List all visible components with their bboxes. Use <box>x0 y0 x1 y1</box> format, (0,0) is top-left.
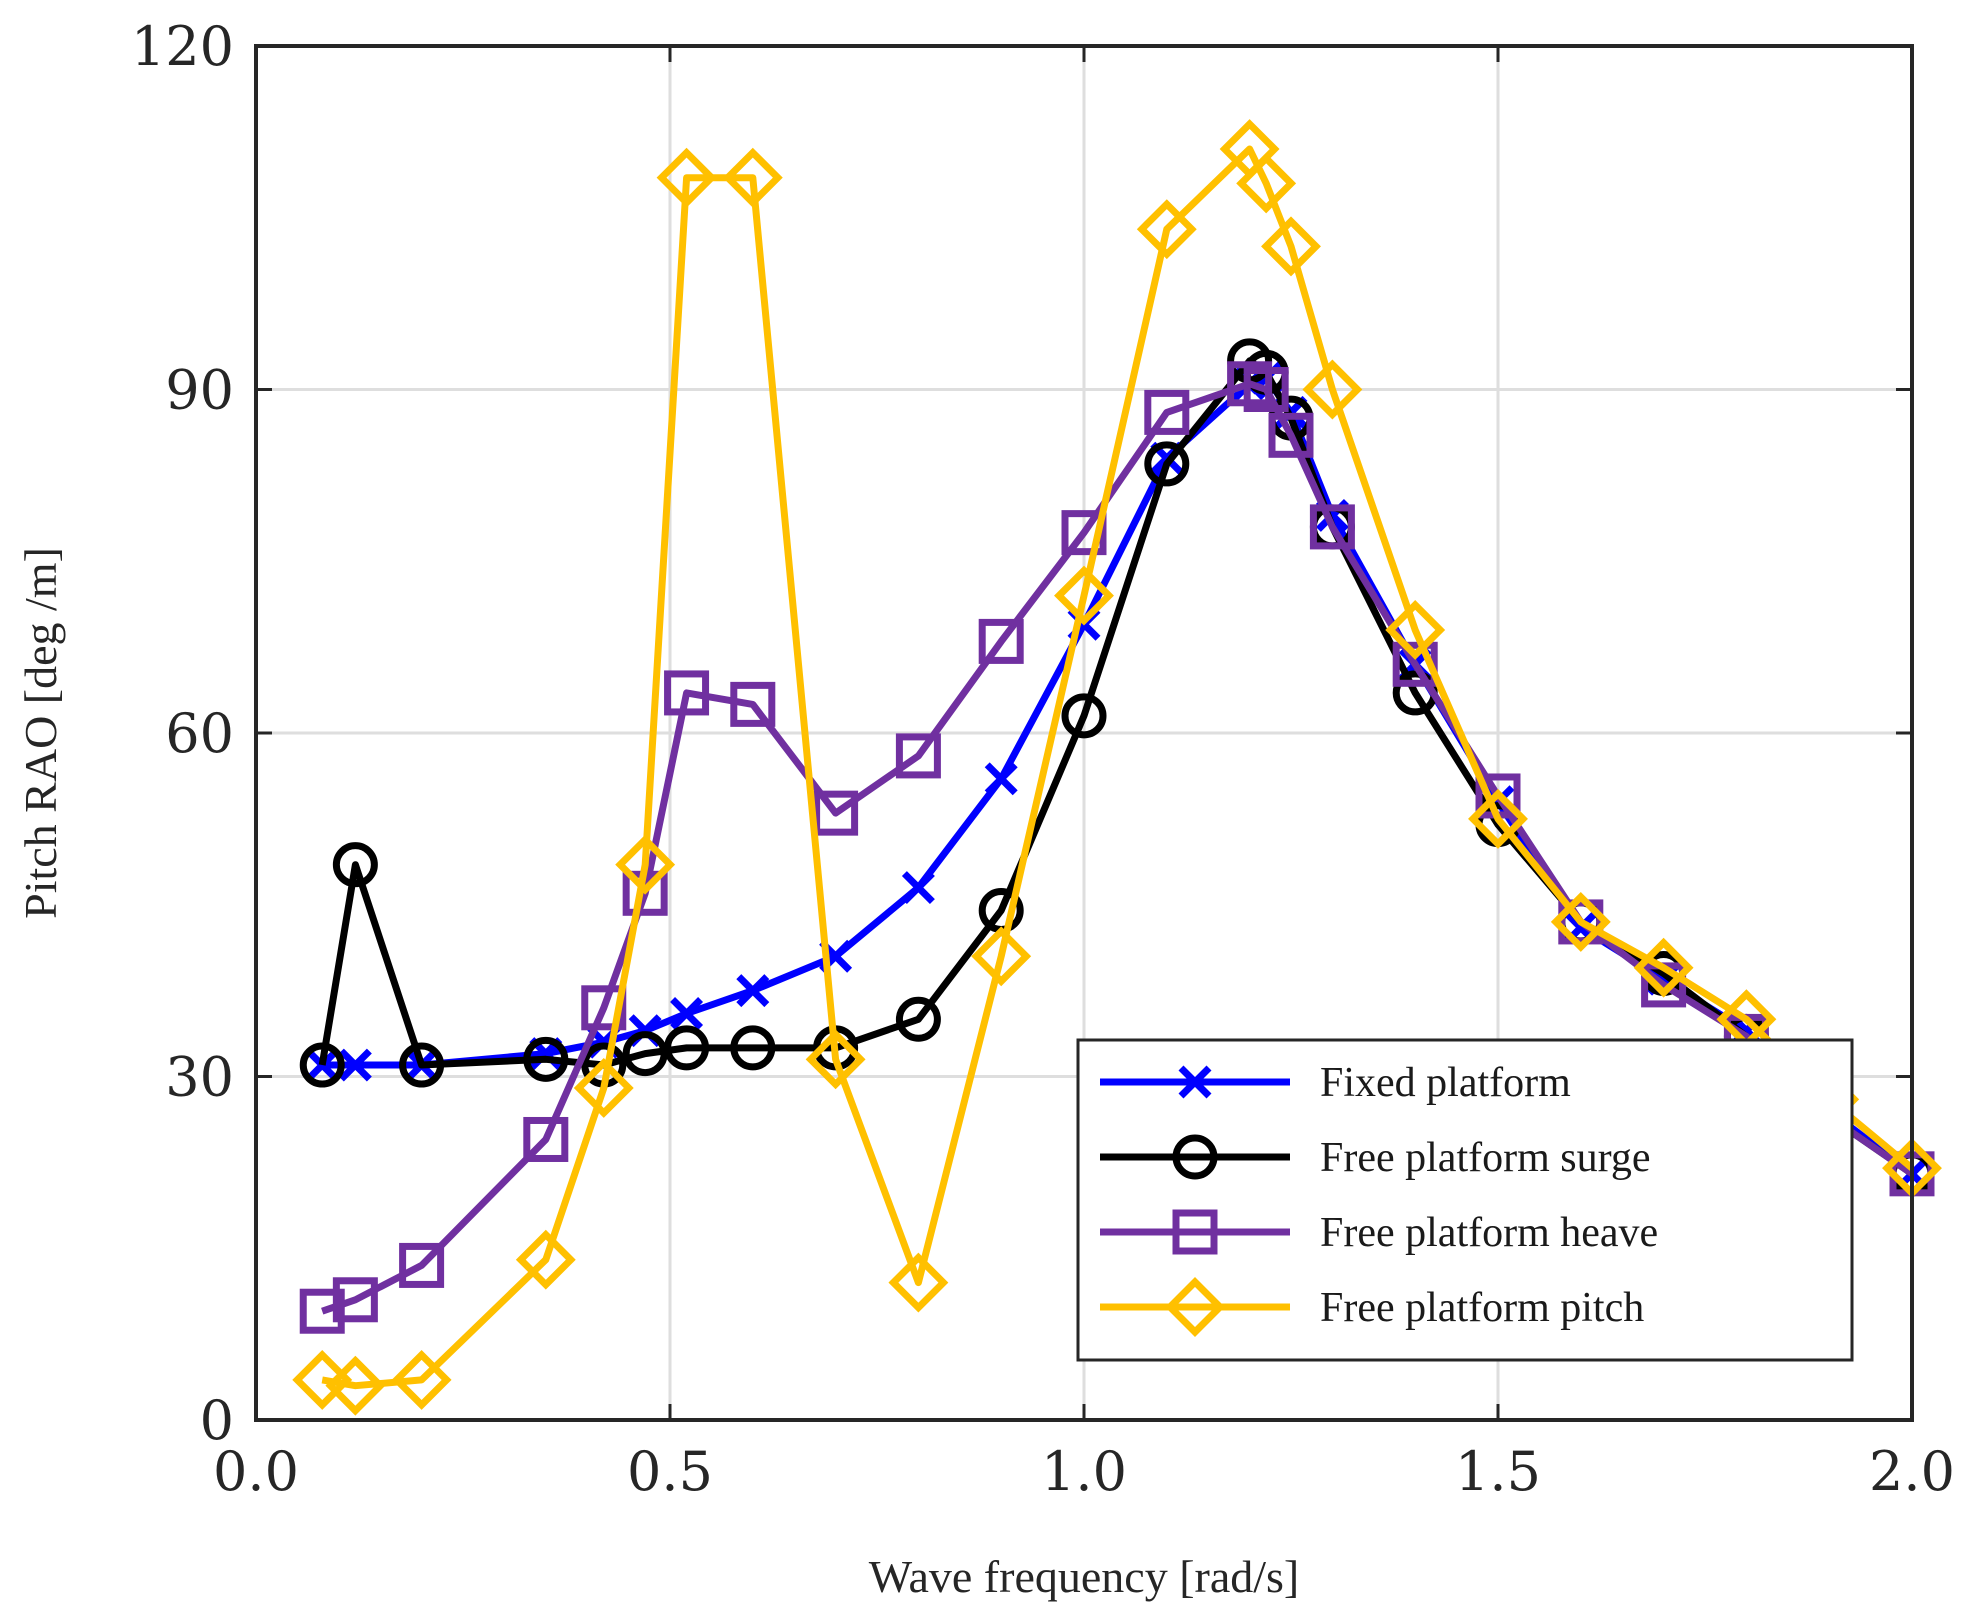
circle-marker <box>523 1036 569 1082</box>
diamond-marker <box>515 1229 576 1290</box>
square-marker <box>1309 504 1355 550</box>
square-marker <box>399 1242 445 1288</box>
square-marker <box>1243 367 1289 412</box>
y-tick-label: 0 <box>200 1389 234 1452</box>
x-marker <box>305 1048 339 1082</box>
diamond-marker <box>1385 600 1446 660</box>
x-marker <box>1178 1065 1212 1099</box>
x-tick-label: 2.0 <box>1869 1440 1955 1503</box>
diamond-marker <box>615 834 676 895</box>
diamond-marker <box>1236 153 1297 214</box>
tick-labels: 0.0 0.5 1.0 1.5 2.0 0 30 60 90 120 <box>131 15 1955 1503</box>
series-3 <box>292 119 1942 1416</box>
square-marker <box>978 618 1024 664</box>
circle-marker <box>299 1042 345 1088</box>
square-marker <box>299 1288 345 1334</box>
legend: Fixed platform Free platform surge Free pl… <box>1076 1038 1854 1362</box>
diamond-marker <box>1165 1277 1225 1337</box>
x-tick-label: 1.5 <box>1455 1440 1541 1503</box>
y-axis-label: Pitch RAO [deg /m] <box>15 547 66 919</box>
y-tick-label: 90 <box>165 359 234 422</box>
diamond-marker <box>656 147 717 208</box>
square-marker <box>813 790 859 836</box>
square-marker <box>1061 510 1107 556</box>
x-tick-label: 0.5 <box>627 1440 713 1503</box>
diamond-marker <box>325 1355 386 1416</box>
square-marker <box>895 733 941 779</box>
square-marker <box>1558 899 1604 945</box>
diamond-marker <box>971 926 1032 987</box>
y-tick-label: 60 <box>165 702 234 765</box>
x-tick-label: 1.0 <box>1041 1440 1127 1503</box>
y-tick-label: 30 <box>165 1046 234 1109</box>
square-marker <box>1392 641 1438 687</box>
x-marker <box>338 1048 372 1082</box>
legend-item: Free platform heave <box>1100 1209 1658 1256</box>
legend-label: Free platform surge <box>1320 1135 1650 1181</box>
x-axis-label: Wave frequency [rad/s] <box>869 1551 1300 1602</box>
series-layer <box>292 119 1942 1416</box>
square-marker <box>1268 412 1314 458</box>
circle-marker <box>399 1042 445 1088</box>
diamond-marker <box>1302 359 1363 420</box>
circle-marker <box>730 1025 776 1071</box>
diamond-marker <box>1550 891 1611 952</box>
y-tick-label: 120 <box>131 15 234 78</box>
square-marker <box>523 1116 569 1162</box>
diamond-marker <box>888 1252 949 1313</box>
diamond-marker <box>1468 788 1528 849</box>
diamond-marker <box>391 1349 452 1410</box>
circle-marker <box>622 1031 668 1077</box>
x-marker-stroke <box>305 1048 339 1082</box>
square-marker <box>1172 1209 1218 1255</box>
diamond-marker <box>573 1058 634 1118</box>
x-marker <box>736 974 770 1008</box>
axis-ticks <box>254 44 1914 1422</box>
legend-item: Free platform pitch <box>1100 1277 1644 1337</box>
x-marker <box>901 871 935 905</box>
diamond-marker <box>292 1349 353 1410</box>
x-marker-stroke <box>736 974 770 1008</box>
diamond-marker <box>805 1029 866 1090</box>
circle-marker <box>664 1025 710 1071</box>
square-marker <box>730 681 776 727</box>
x-marker-stroke <box>984 762 1018 796</box>
diamond-marker <box>1633 937 1694 998</box>
square-marker <box>581 985 627 1031</box>
diamond-marker <box>1136 199 1197 260</box>
legend-item: Fixed platform <box>1100 1060 1571 1106</box>
x-tick-label: 0.0 <box>213 1440 299 1503</box>
x-marker-stroke <box>901 871 935 905</box>
x-marker-stroke <box>1178 1065 1212 1099</box>
circle-marker <box>1144 441 1190 487</box>
square-marker <box>1144 389 1190 435</box>
circle-marker <box>1061 693 1107 739</box>
diamond-marker <box>1261 216 1321 277</box>
legend-label: Fixed platform <box>1320 1060 1571 1106</box>
legend-label: Free platform pitch <box>1320 1285 1644 1331</box>
diamond-marker <box>722 147 783 208</box>
circle-marker <box>895 996 941 1042</box>
circle-marker <box>332 842 378 888</box>
square-marker <box>332 1277 378 1323</box>
x-marker <box>984 762 1018 796</box>
diamond-marker <box>1054 565 1114 626</box>
x-marker-stroke <box>670 997 704 1030</box>
square-marker <box>664 670 710 716</box>
x-marker-stroke <box>338 1048 372 1082</box>
x-marker <box>670 997 704 1030</box>
circle-marker <box>1172 1134 1218 1180</box>
legend-item: Free platform surge <box>1100 1134 1650 1181</box>
legend-label: Free platform heave <box>1320 1210 1658 1256</box>
